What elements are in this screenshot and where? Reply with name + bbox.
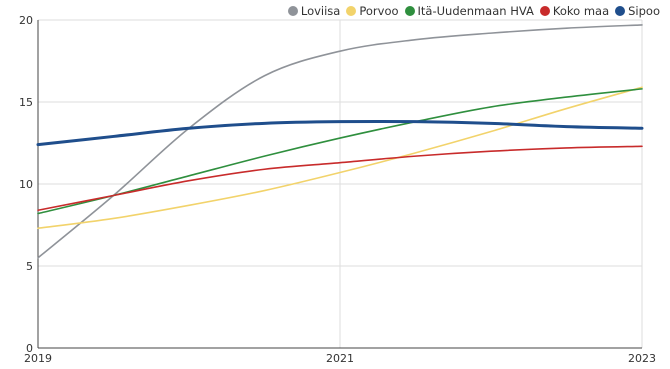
legend-item[interactable]: Itä-Uudenmaan HVA [404,4,534,18]
legend-item[interactable]: Porvoo [346,4,399,18]
y-tick-label: 10 [19,178,33,191]
legend-item[interactable]: Koko maa [539,4,610,18]
series [36,24,644,259]
legend-label: Itä-Uudenmaan HVA [417,4,534,18]
legend-label: Sipoo [628,4,660,18]
x-tick-label: 2019 [24,352,52,365]
legend-item[interactable]: Sipoo [615,4,660,18]
legend-item[interactable]: Loviisa [287,4,341,18]
legend-swatch [346,6,357,16]
legend-swatch [539,6,550,16]
y-tick-label: 0 [26,342,33,355]
x-tick-label: 2023 [628,352,656,365]
grid [37,19,643,349]
series-line-sipoo [36,119,644,147]
legend-swatch [287,6,298,16]
legend-label: Loviisa [300,4,341,18]
chart-legend: Loviisa Porvoo Itä-Uudenmaan HVA Koko maa Si… [287,4,660,18]
y-tick-label: 20 [19,14,33,27]
y-tick-label: 5 [26,260,33,273]
legend-swatch [615,6,626,16]
legend-label: Koko maa [552,4,610,18]
series-line-porvoo [37,86,643,230]
legend-label: Porvoo [359,4,399,18]
y-tick-label: 15 [19,96,33,109]
tick-labels: 0 5 10 15 20 2019 2021 2023 [19,14,656,365]
legend-swatch [404,6,415,16]
axes [37,20,642,349]
series-line-it-uudenmaan-hva [37,88,643,215]
series-line-loviisa [37,24,643,259]
series-line-koko-maa [37,145,643,212]
x-tick-label: 2021 [326,352,354,365]
